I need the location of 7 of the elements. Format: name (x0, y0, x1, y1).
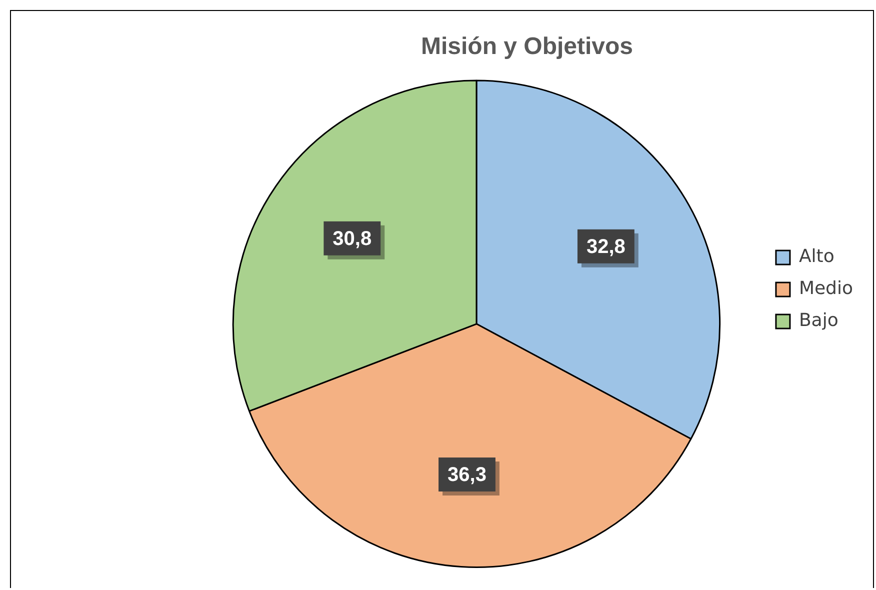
legend-label: Bajo (798, 310, 838, 332)
legend-label: Alto (798, 246, 834, 268)
data-label: 32,8 (586, 236, 626, 258)
data-label: 30,8 (332, 228, 372, 250)
data-label: 36,3 (448, 464, 486, 486)
legend-label: Medio (798, 278, 854, 300)
chart-title: Misión y Objetivos (420, 33, 634, 60)
